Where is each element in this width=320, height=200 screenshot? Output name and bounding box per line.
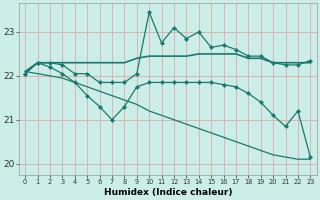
X-axis label: Humidex (Indice chaleur): Humidex (Indice chaleur) [104, 188, 232, 197]
